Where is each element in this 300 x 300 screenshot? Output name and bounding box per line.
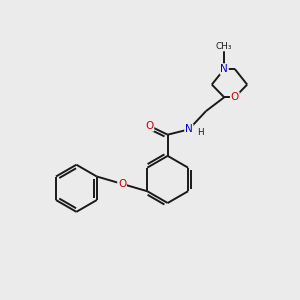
Text: N: N <box>185 124 193 134</box>
Text: H: H <box>197 128 204 137</box>
Text: N: N <box>220 64 228 74</box>
Text: O: O <box>118 179 126 189</box>
Text: O: O <box>231 92 239 102</box>
Text: CH₃: CH₃ <box>216 42 232 51</box>
Text: O: O <box>145 121 154 131</box>
